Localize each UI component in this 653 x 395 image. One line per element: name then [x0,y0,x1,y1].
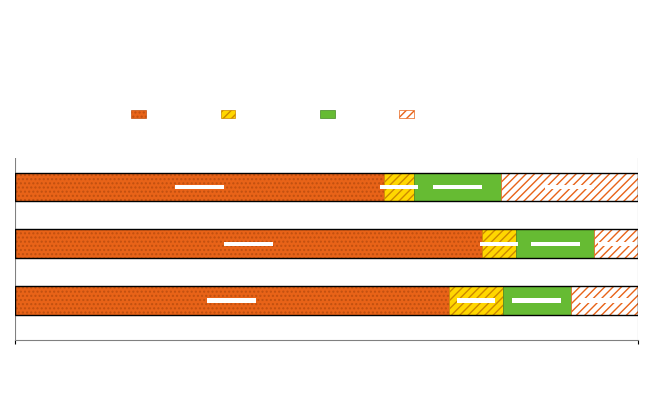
Bar [15,229,482,258]
Bar [15,173,385,201]
Legend: 全支店で実施, 一部支店で実施, 現在検討中, 現在検討もしていない: 全支店で実施, 一部支店で実施, 現在検討中, 現在検討もしていない [127,105,526,122]
Bar [15,173,638,201]
Bar [449,286,503,315]
Bar [15,286,638,315]
Bar [15,286,449,315]
Bar [15,229,638,258]
Bar [501,173,639,201]
Bar [516,229,594,258]
Bar [385,173,414,201]
Bar [571,286,639,315]
Bar [594,229,639,258]
Bar [414,173,501,201]
Bar [503,286,571,315]
Bar [482,229,516,258]
